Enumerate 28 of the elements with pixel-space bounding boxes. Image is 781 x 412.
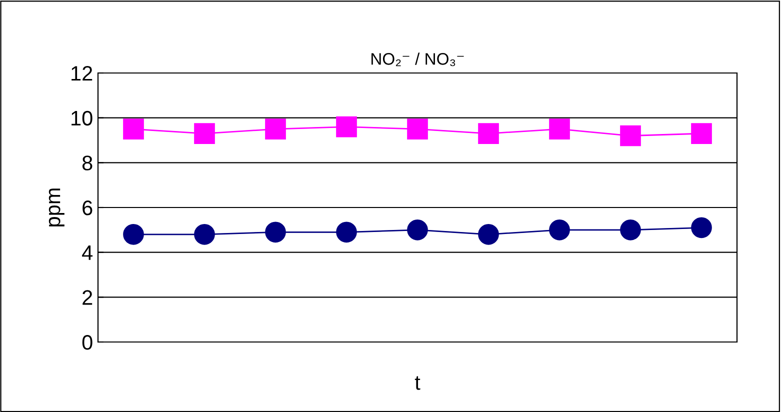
point — [478, 224, 499, 245]
point — [265, 118, 286, 140]
y-tick-label: 8 — [82, 156, 92, 170]
point — [407, 220, 428, 240]
x-axis-title: t — [414, 376, 420, 390]
y-tick-label: 10 — [72, 110, 92, 126]
point — [691, 123, 712, 144]
point — [336, 116, 357, 138]
point — [194, 224, 215, 245]
point — [336, 222, 357, 243]
point — [478, 123, 499, 144]
y-tick-label: 0 — [82, 335, 92, 350]
point — [549, 118, 570, 140]
point — [620, 220, 641, 240]
point — [123, 118, 144, 140]
y-axis-title: ppm — [48, 188, 64, 226]
y-tick-label: 2 — [82, 290, 92, 305]
chart-title: NO₂⁻ / NO₃⁻ — [371, 52, 464, 66]
point — [620, 125, 641, 146]
point — [549, 220, 570, 240]
y-tick-label: 4 — [82, 246, 93, 260]
point — [123, 224, 144, 245]
y-tick-label: 6 — [82, 200, 92, 216]
y-tick-label: 12 — [72, 66, 92, 81]
point — [691, 217, 712, 238]
point — [265, 222, 286, 243]
point — [407, 118, 428, 140]
point — [194, 123, 215, 144]
